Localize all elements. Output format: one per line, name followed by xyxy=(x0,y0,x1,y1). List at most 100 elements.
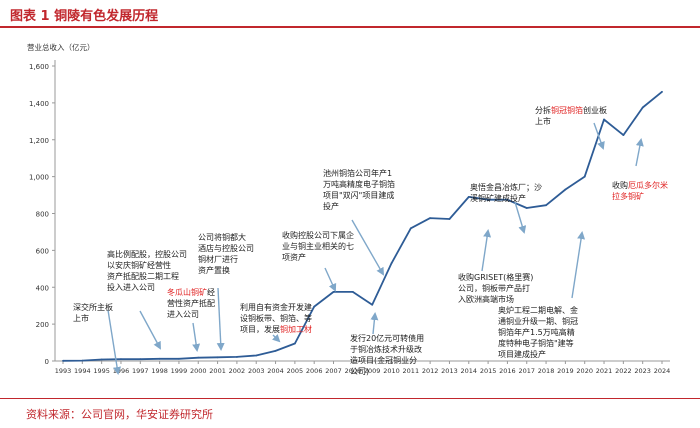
y-tick-label: 600 xyxy=(36,247,49,255)
annotation-text-segment: 分拆 xyxy=(535,105,551,115)
annotation-text-segment: 收购 xyxy=(612,180,628,190)
data-point xyxy=(216,356,219,359)
x-tick-label: 2015 xyxy=(480,367,497,375)
annotation-arrow xyxy=(351,219,384,276)
annotation-text-line: 上市 xyxy=(535,116,551,126)
annotation-text-line: 收购GRISET(格里赛) xyxy=(458,272,533,282)
annotation-text-line: 资产置换 xyxy=(198,265,230,275)
source-note: 资料来源：公司官网，华安证券研究所 xyxy=(26,408,213,421)
x-tick-label: 2021 xyxy=(596,367,613,375)
annotation-text-line: 发行20亿元可转债用 xyxy=(350,333,424,343)
x-tick-label: 2011 xyxy=(403,367,420,375)
annotation-text-line: 公司将铜都大 xyxy=(198,232,246,242)
x-tick-label: 1995 xyxy=(93,367,110,375)
data-point xyxy=(603,118,605,121)
y-tick-label: 800 xyxy=(36,211,49,219)
annotation-text-line: 投入进入公司 xyxy=(107,282,155,292)
annotation-text-line: 冬瓜山铜矿经 xyxy=(167,287,215,297)
data-point xyxy=(158,357,161,360)
x-tick-label: 2012 xyxy=(422,367,439,375)
x-tick-label: 2018 xyxy=(538,367,555,375)
x-tick-label: 2017 xyxy=(518,367,535,375)
x-tick-label: 2014 xyxy=(461,367,478,375)
annotation-text-line: 公司) xyxy=(350,367,369,376)
x-tick-label: 2008 xyxy=(345,367,362,375)
annotation-text-line: 铜材厂进行 xyxy=(198,254,238,264)
annotation-text-line: 池州铜箔公司年产1 xyxy=(323,168,392,178)
x-tick-label: 2023 xyxy=(634,367,651,375)
x-tick-label: 2013 xyxy=(441,367,458,375)
annotation-text-line: 度特种电子铜箔"建等 xyxy=(498,338,574,348)
annotation-text-line: 分拆铜冠铜箔创业板 xyxy=(535,105,607,115)
figure-header: 图表 1 铜陵有色发展历程 xyxy=(0,0,700,28)
annotation-text-line: 营性资产抵配 xyxy=(167,298,215,308)
data-point xyxy=(525,207,528,209)
annotation-text-line: 铜箔年产1.5万吨高精 xyxy=(498,327,575,337)
annotation-arrow xyxy=(324,267,337,292)
y-tick-label: 200 xyxy=(36,321,49,329)
x-tick-label: 2009 xyxy=(364,367,381,375)
annotation-arrow xyxy=(514,201,527,234)
x-tick-label: 2007 xyxy=(325,367,342,375)
x-tick-label: 1993 xyxy=(55,367,72,375)
data-point xyxy=(120,358,122,361)
annotation-text-line: 深交所主板 xyxy=(73,302,113,312)
data-point xyxy=(448,218,451,220)
x-tick-label: 2004 xyxy=(267,367,284,375)
figure-title: 图表 1 铜陵有色发展历程 xyxy=(10,9,159,24)
data-point xyxy=(351,290,354,293)
annotation-arrow xyxy=(370,312,379,335)
data-point xyxy=(274,349,277,352)
revenue-line-chart: 营业总收入（亿元） 0 200 400 600 800 1,000 1,200 1,400 1,6… xyxy=(27,42,670,376)
y-tick-label: 1,000 xyxy=(29,174,49,182)
data-point xyxy=(178,357,180,360)
x-tick-label: 2002 xyxy=(229,367,246,375)
annotation-arrow xyxy=(571,231,586,299)
x-tick-label: 1994 xyxy=(74,367,91,375)
annotation-arrow xyxy=(192,322,201,352)
annotation-text-line: 万吨高精度电子铜箔 xyxy=(323,179,395,189)
chart-area: 营业总收入（亿元） 0 200 400 600 800 1,000 1,200 1,400 1,6… xyxy=(0,28,700,398)
data-point xyxy=(641,106,644,109)
x-tick-label: 2016 xyxy=(499,367,516,375)
revenue-series-line xyxy=(62,91,663,362)
data-point xyxy=(100,358,103,361)
annotation-text-line: 资产抵配股二期工程 xyxy=(107,271,179,281)
annotation-text-segment: 经 xyxy=(207,287,215,297)
annotation-text-segment: 厄瓜多尔米 xyxy=(628,180,668,190)
annotation-text-segment: 项目，发展 xyxy=(240,324,280,334)
y-tick-label: 1,200 xyxy=(29,137,49,145)
x-tick-label: 2001 xyxy=(209,367,226,375)
x-tick-label: 2000 xyxy=(190,367,207,375)
y-tick-label: 400 xyxy=(36,284,49,292)
data-point xyxy=(622,134,625,137)
data-point xyxy=(197,356,200,359)
annotation-arrow xyxy=(216,287,225,351)
annotation-text-line: 酒店与控股公司 xyxy=(198,243,254,253)
data-point xyxy=(409,227,412,230)
x-tick-label: 1999 xyxy=(171,367,188,375)
data-point xyxy=(255,354,258,357)
annotation-text-line: 项目"双闪"项目建成 xyxy=(323,190,394,200)
x-tick-label: 1996 xyxy=(113,367,130,375)
annotation-text-line: 溪铜矿建成投产 xyxy=(470,193,526,203)
y-tick-label: 0 xyxy=(45,358,49,366)
annotation-text-segment: 冬瓜山铜矿 xyxy=(167,287,207,297)
data-point xyxy=(236,356,238,358)
y-tick-label: 1,400 xyxy=(29,100,49,108)
figure-footer: 资料来源：公司官网，华安证券研究所 xyxy=(0,398,700,428)
annotation-text-segment: 设铜板带、铜箔、等 xyxy=(240,313,312,323)
data-point xyxy=(313,305,316,308)
x-tick-label: 2019 xyxy=(557,367,574,375)
annotation-text-line: 公司，铜板带产品打 xyxy=(458,283,530,293)
data-point xyxy=(390,262,393,265)
